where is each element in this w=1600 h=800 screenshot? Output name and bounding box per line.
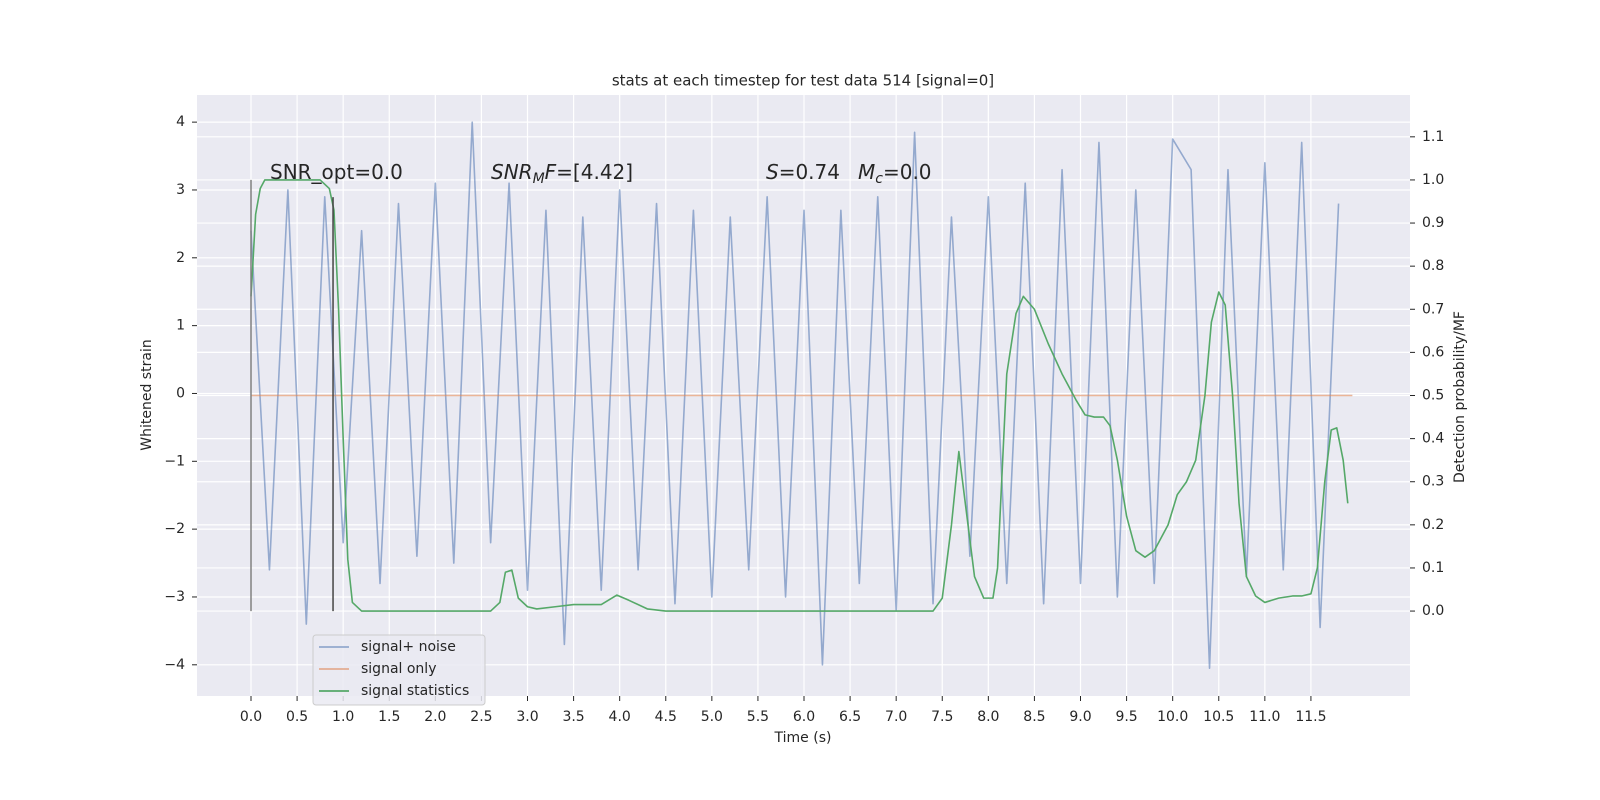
- y-tick-label: 1: [176, 318, 185, 334]
- y-tick-label: −4: [164, 657, 185, 673]
- annotation-part: =0.74: [779, 160, 840, 184]
- x-tick-label: 5.5: [747, 709, 769, 725]
- y2-tick-label: 0.9: [1422, 215, 1444, 231]
- x-tick-label: 8.5: [1023, 709, 1045, 725]
- y2-tick-label: 0.4: [1422, 431, 1444, 447]
- annotation: S=0.74: [766, 160, 840, 184]
- annotation-part: M: [533, 171, 545, 187]
- y2-tick-label: 0.2: [1422, 517, 1444, 533]
- annotation: SNR_opt=0.0: [270, 160, 403, 184]
- x-tick-label: 7.5: [931, 709, 953, 725]
- x-axis-label: Time (s): [774, 730, 832, 746]
- labels: 0.0 0.5 1.0 1.5 2.0 2.5 3.0 3.5 4.0 4.5 5.0 5.5 6.0 6…: [164, 114, 1444, 725]
- y-tick-label: −1: [164, 453, 185, 469]
- x-tick-label: 11.5: [1295, 709, 1326, 725]
- annotation: SNRMF=[4.42]: [491, 160, 633, 188]
- legend-box: [312, 634, 486, 706]
- annotation-part: SNR_opt=0.0: [270, 160, 403, 184]
- y2-tick-label: 0.5: [1422, 388, 1444, 404]
- y-tick-label: −3: [164, 589, 185, 605]
- x-tick-label: 0.5: [286, 709, 308, 725]
- x-tick-label: 8.0: [977, 709, 999, 725]
- x-tick-label: 6.5: [839, 709, 861, 725]
- x-tick-label: 9.0: [1069, 709, 1091, 725]
- y2-tick-label: 1.0: [1422, 172, 1444, 188]
- y-axis-label: Whitened strain: [139, 339, 155, 450]
- x-tick-label: 1.5: [378, 709, 400, 725]
- y2-axis-label: Detection probability/MF: [1452, 311, 1468, 483]
- annotation-part: c: [875, 171, 883, 187]
- annotation-part: S: [766, 160, 779, 184]
- y-tick-label: 3: [176, 182, 185, 198]
- x-tick-label: 7.0: [885, 709, 907, 725]
- y2-tick-label: 0.8: [1422, 258, 1444, 274]
- y-tick-label: 2: [176, 250, 185, 266]
- series-line: [250, 121, 1340, 669]
- annotation-part: =0.0: [883, 160, 932, 184]
- y-tick-label: 4: [176, 114, 185, 130]
- x-tick-label: 10.5: [1203, 709, 1234, 725]
- marks: [250, 121, 1353, 669]
- y2-tick-label: 0.3: [1422, 474, 1444, 490]
- x-tick-label: 9.5: [1115, 709, 1137, 725]
- annotation-part: M: [858, 160, 875, 184]
- x-tick-label: 5.0: [701, 709, 723, 725]
- y2-tick-label: 0.1: [1422, 560, 1444, 576]
- annotation: Mc=0.0: [858, 160, 932, 188]
- annotation-part: F: [545, 160, 557, 184]
- y2-tick-label: 0.6: [1422, 344, 1444, 360]
- x-tick-label: 11.0: [1249, 709, 1280, 725]
- x-tick-label: 1.0: [332, 709, 354, 725]
- y2-tick-label: 0.7: [1422, 301, 1444, 317]
- x-tick-label: 3.0: [516, 709, 538, 725]
- series-line: [250, 179, 1349, 612]
- legend-label: signal only: [361, 661, 436, 677]
- y-tick-label: −2: [164, 521, 185, 537]
- x-tick-label: 2.5: [470, 709, 492, 725]
- x-tick-label: 4.0: [609, 709, 631, 725]
- x-tick-label: 2.0: [424, 709, 446, 725]
- x-tick-label: 0.0: [240, 709, 262, 725]
- x-tick-label: 3.5: [562, 709, 584, 725]
- y2-tick-label: 1.1: [1422, 129, 1444, 145]
- chart-title: stats at each timestep for test data 514…: [612, 72, 994, 90]
- annotation-part: SNR: [491, 160, 533, 184]
- annotation-part: =[4.42]: [556, 160, 633, 184]
- legend-label: signal+ noise: [361, 639, 456, 655]
- x-tick-label: 10.0: [1157, 709, 1188, 725]
- x-tick-label: 4.5: [655, 709, 677, 725]
- legend-label: signal statistics: [361, 683, 469, 699]
- x-tick-label: 6.0: [793, 709, 815, 725]
- y-tick-label: 0: [176, 385, 185, 401]
- y2-tick-label: 0.0: [1422, 603, 1444, 619]
